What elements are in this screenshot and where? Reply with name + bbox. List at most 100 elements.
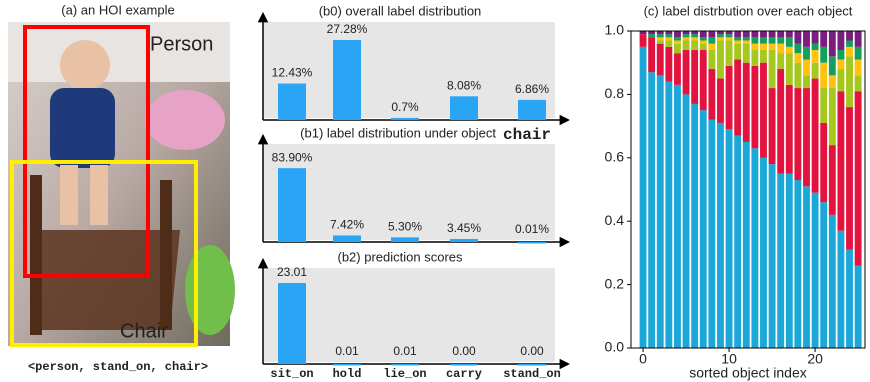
panel-title: (b2) prediction scores xyxy=(338,249,463,264)
bar-segment xyxy=(794,43,802,54)
bar-segment xyxy=(665,34,673,38)
bar-segment xyxy=(717,40,724,79)
bar-segment xyxy=(854,91,862,266)
bar-segment xyxy=(717,122,724,349)
bar-segment xyxy=(777,69,785,174)
bar-segment xyxy=(656,31,664,35)
bar-segment xyxy=(751,65,759,149)
y-tick-label: 0.4 xyxy=(605,212,625,228)
bar-segment xyxy=(837,31,845,51)
plot-frame xyxy=(630,30,866,349)
bar-segment xyxy=(837,230,845,348)
x-axis-label: sorted object index xyxy=(689,365,807,381)
bar-segment xyxy=(708,43,716,51)
bar-segment xyxy=(751,31,759,38)
bar-segment xyxy=(854,75,862,92)
bar-segment xyxy=(699,40,707,44)
bar-segment xyxy=(803,31,810,47)
value-label: 0.01 xyxy=(393,344,417,358)
value-label: 8.08% xyxy=(447,78,481,92)
bar-segment xyxy=(777,173,785,348)
bar-segment xyxy=(691,34,699,38)
bar-segment xyxy=(854,59,862,76)
x-tick-label: 0 xyxy=(639,351,647,367)
bar-segment xyxy=(811,31,819,44)
bar-segment xyxy=(691,37,699,41)
caption: <person, stand_on, chair> xyxy=(28,360,208,374)
bar-segment xyxy=(665,31,673,35)
bar-segment xyxy=(699,43,707,51)
panel-title: (b1) label distribution under object xyxy=(300,125,496,140)
bar-segment xyxy=(846,40,853,47)
bar-segment xyxy=(768,37,776,44)
x-tick-label: 10 xyxy=(721,351,737,367)
bar-segment xyxy=(803,75,810,89)
bar-segment xyxy=(820,62,828,89)
bar-segment xyxy=(846,46,853,57)
bar-segment xyxy=(751,37,759,44)
bar-segment xyxy=(708,119,716,348)
bar-segment xyxy=(760,62,767,158)
bar-segment xyxy=(777,43,785,54)
value-label: 23.01 xyxy=(277,265,307,279)
x-tick-label: hold xyxy=(333,367,362,381)
y-tick-label: 0.2 xyxy=(605,275,625,291)
bar-segment xyxy=(811,192,819,348)
bar-segment xyxy=(699,31,707,38)
bar-segment xyxy=(734,43,742,60)
bar-segment xyxy=(717,78,724,123)
bar-segment xyxy=(820,31,828,47)
bar-segment xyxy=(674,40,681,44)
bar-segment xyxy=(708,69,716,120)
bar-segment xyxy=(691,50,699,104)
bar-segment xyxy=(828,31,836,57)
bar-segment xyxy=(682,37,690,41)
bar-segment xyxy=(682,40,690,51)
bar-segment xyxy=(837,69,845,92)
bar-segment xyxy=(734,31,742,38)
bar-segment xyxy=(785,46,793,54)
bar-segment xyxy=(803,46,810,60)
bar xyxy=(391,363,419,366)
bar-segment xyxy=(751,50,759,66)
bar-segment xyxy=(734,135,742,348)
value-label: 27.28% xyxy=(327,22,368,36)
bar-segment xyxy=(820,122,828,203)
bar-segment xyxy=(656,43,664,76)
bar-segment xyxy=(674,53,681,85)
value-label: 6.86% xyxy=(515,82,549,96)
bar-segment xyxy=(837,59,845,70)
bar-segment xyxy=(803,59,810,76)
x-tick-label: lie_on xyxy=(383,367,426,381)
bar-segment xyxy=(717,37,724,41)
x-tick-label: sit_on xyxy=(270,367,313,381)
bar-segment xyxy=(811,50,819,63)
value-label: 7.42% xyxy=(330,218,364,232)
plot-background xyxy=(263,268,555,362)
plot-background xyxy=(263,144,555,240)
bar-segment xyxy=(820,88,828,123)
bar-segment xyxy=(837,91,845,231)
bar-segment xyxy=(742,62,750,142)
bar-segment xyxy=(682,50,690,95)
bar-segment xyxy=(777,53,785,70)
bar-segment xyxy=(846,56,853,108)
bar-segment xyxy=(708,31,716,38)
bar-segment xyxy=(837,50,845,60)
bar-segment xyxy=(639,46,647,348)
panel-title: (a) an HOI example xyxy=(61,2,174,17)
bar-segment xyxy=(699,37,707,41)
x-tick-label: 20 xyxy=(807,351,823,367)
bar-segment xyxy=(828,56,836,76)
value-label: 0.7% xyxy=(391,100,419,114)
bar-segment xyxy=(785,173,793,348)
x-tick-label: carry xyxy=(446,367,482,381)
bar-segment xyxy=(751,148,759,348)
bar-segment xyxy=(742,43,750,63)
bar-segment xyxy=(760,37,767,44)
bar-segment xyxy=(665,40,673,47)
bar xyxy=(450,238,478,242)
bar-segment xyxy=(656,75,664,348)
bar-segment xyxy=(691,103,699,348)
